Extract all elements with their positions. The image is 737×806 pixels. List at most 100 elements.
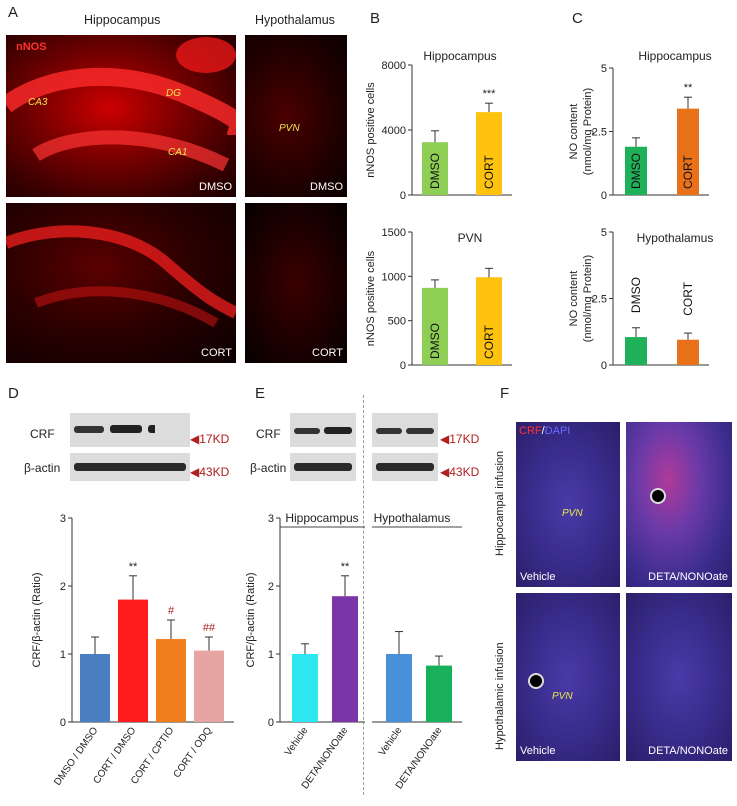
category-label: CORT [482,155,496,189]
bar [476,277,502,365]
y-tick-label: 2.5 [592,127,607,139]
significance-marker: ** [684,82,693,94]
y-tick-label: 5 [601,227,607,239]
row-label-hippocampal: Hippocampal infusion [494,450,506,556]
micrograph-hippocampus-dmso: nNOS CA3 DG CA1 DMSO [6,35,236,197]
stain-label-crf: CRF [519,425,542,437]
micrograph-hippocampus-cort: CORT [6,203,236,363]
col-title-hypothalamus: Hypothalamus [255,13,335,27]
bar [625,337,647,365]
y-tick-label: 2 [268,581,274,593]
y-tick-label: 0 [601,360,607,370]
category-label: CORT / ODQ [172,725,215,780]
significance-marker: # [168,605,175,617]
bar [677,339,699,365]
y-tick-label: 2 [60,581,66,593]
chart-title: Hippocampus [423,49,496,63]
y-axis-label: nNOS positive cells [365,250,377,346]
category-label: CORT [482,325,496,359]
panel-label-f: F [500,385,510,402]
condition-label: Vehicle [520,745,556,757]
bar [194,650,224,722]
micrograph-hypothalamus-dmso: PVN DMSO [245,35,347,197]
category-label: CORT [681,155,695,189]
chart-c-hippocampus: Hippocampus 0 2.5 5 NO content (nmol/mg Prote… [568,49,712,202]
blot-size-17kd: ◀17KD [440,432,480,446]
y-axis-label: NO content [568,104,580,160]
bar [118,599,148,722]
western-blot-actin-hippocampus [290,453,356,481]
chart-b-pvn: PVN 0 500 1000 1500 nNOS positive cells DMSO CO… [365,227,512,370]
region-label-pvn: PVN [562,508,583,519]
micrograph-f-hypothalamic-vehicle: PVN Vehicle [516,593,620,761]
category-label: DMSO [428,153,442,189]
category-label: DMSO [428,323,442,359]
condition-label: DMSO [199,181,232,193]
panel-label-b: B [370,10,381,27]
bar [677,108,699,195]
bar [386,654,412,722]
bar [476,112,502,195]
stain-label-dapi: DAPI [544,425,571,437]
bar [156,639,186,722]
bar [422,142,448,195]
chart-title: Hypothalamus [374,511,451,525]
significance-marker: ** [341,561,350,573]
significance-marker: *** [483,88,497,100]
y-axis-label: nNOS positive cells [365,82,377,178]
western-blot-actin-hypothalamus [372,453,438,481]
y-tick-label: 0 [601,190,607,202]
y-axis-label: CRF/β-actin (Ratio) [245,573,257,668]
blot-label-crf: CRF [256,427,281,441]
y-axis-label: (nmol/mg Protein) [582,88,594,175]
category-label: DMSO [629,277,643,313]
chart-title: Hypothalamus [637,231,714,245]
western-blot-crf-hippocampus [290,413,356,447]
y-tick-label: 8000 [382,60,406,72]
significance-marker: ## [203,622,216,634]
y-tick-label: 1500 [382,227,406,239]
bar [426,665,452,722]
blot-size-43kd: ◀43KD [440,465,480,479]
bar [292,654,318,722]
blot-size-43kd: ◀43KD [190,465,230,479]
condition-label: Vehicle [520,571,556,583]
blot-label-actin: β-actin [24,461,61,475]
panel-divider [363,395,364,795]
category-label: Vehicle [283,725,311,758]
category-label: Vehicle [377,725,405,758]
micrograph-hypothalamus-cort: CORT [245,203,347,363]
bar [422,287,448,365]
y-axis-label: NO content [568,271,580,327]
significance-marker: ** [129,561,138,573]
blot-size-17kd: ◀17KD [190,432,230,446]
chart-b-hippocampus: Hippocampus 0 4000 8000 nNOS positive cells D… [365,49,512,202]
region-label-pvn: PVN [552,691,573,702]
region-label-ca1: CA1 [168,147,188,158]
y-tick-label: 5 [601,63,607,75]
panel-label-d: D [8,385,19,402]
y-tick-label: 3 [60,513,66,525]
row-label-hypothalamic: Hypothalamic infusion [494,642,506,750]
y-tick-label: 3 [268,513,274,525]
y-tick-label: 500 [388,316,406,328]
y-tick-label: 0 [400,360,406,370]
y-tick-label: 1000 [382,271,406,283]
category-label: DMSO [629,153,643,189]
y-tick-label: 0 [268,717,274,729]
chart-title: Hippocampus [285,511,358,525]
bar [332,596,358,722]
bar [625,146,647,195]
y-tick-label: 2.5 [592,294,607,306]
y-tick-label: 1 [268,649,274,661]
blot-label-actin: β-actin [250,461,287,475]
micrograph-f-hypothalamic-deta: DETA/NONOate [626,593,732,761]
condition-label: CORT [201,347,232,359]
bar [80,654,110,722]
panel-label-a: A [8,4,19,21]
y-axis-label: CRF/β-actin (Ratio) [31,573,43,668]
condition-label: DETA/NONOate [648,745,728,757]
y-axis-label: (nmol/mg Protein) [582,255,594,342]
micrograph-f-hippocampal-deta: DETA/NONOate [626,422,732,587]
